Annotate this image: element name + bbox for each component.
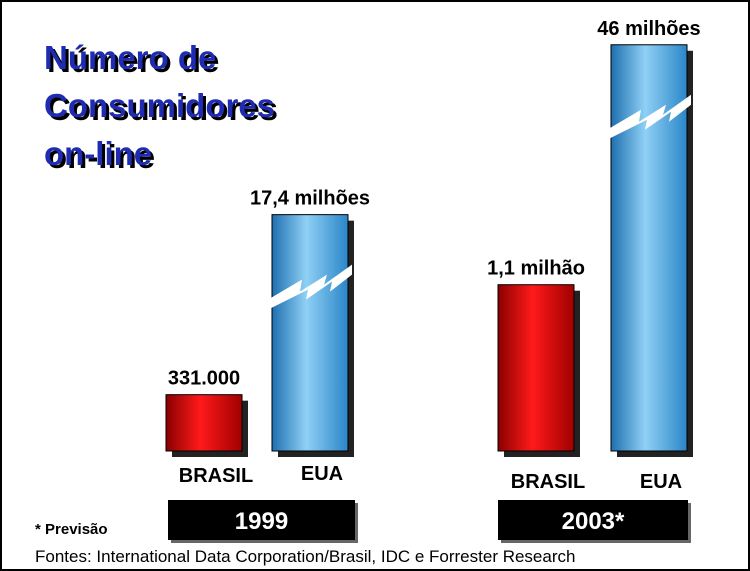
bar [610,44,688,452]
note: * Previsão [35,521,108,538]
bar [271,214,349,452]
x-tick-label: 2003* [562,508,625,535]
data-label: 331.000 [168,368,240,390]
data-label: 1,1 milhão [487,258,585,280]
title-shadow: Consumidores [47,90,278,127]
title-line: Número de [44,39,216,76]
year-box [168,500,355,540]
axis-break [268,264,352,310]
title-line: on-line [44,135,152,172]
x-tick-label: 1999 [235,508,288,535]
axis-break [607,94,691,140]
year-box [498,500,688,540]
title-shadow: Número de [47,42,219,79]
series-label: BRASIL [511,471,585,493]
series-label: BRASIL [179,465,253,487]
bar [497,284,575,452]
bar [165,394,243,452]
source: Fontes: International Data Corporation/B… [35,547,575,566]
data-label: 46 milhões [597,18,700,40]
chart-title: Número de Número de Consumidores Consumi… [44,39,278,175]
series-label: EUA [301,463,343,485]
data-label: 17,4 milhões [250,188,370,210]
title-line: Consumidores [44,87,275,124]
title-shadow: on-line [47,138,155,175]
series-label: EUA [640,471,682,493]
